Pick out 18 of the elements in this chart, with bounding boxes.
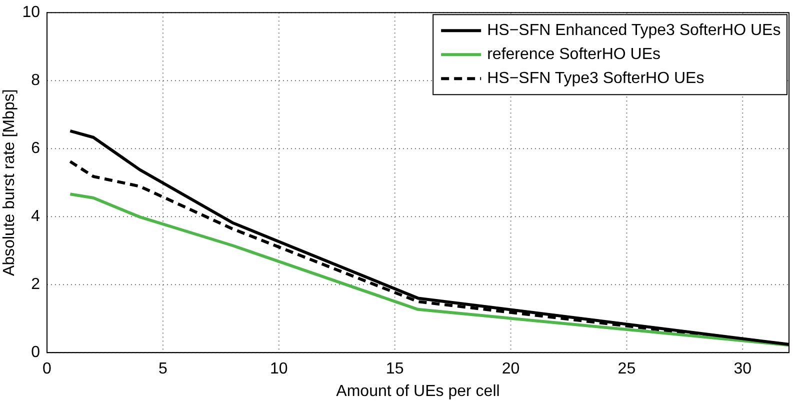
x-tick-label: 25 [618, 360, 636, 378]
x-tick-label: 0 [42, 360, 52, 378]
x-tick-label: 20 [502, 360, 520, 378]
legend-label: HS−SFN Enhanced Type3 SofterHO UEs [487, 22, 781, 40]
y-tick-label: 8 [31, 72, 40, 90]
y-axis-title: Absolute burst rate [Mbps] [1, 89, 18, 276]
x-tick-label: 30 [734, 360, 752, 378]
legend-label: HS−SFN Type3 SofterHO UEs [487, 70, 704, 88]
y-tick-label: 0 [31, 344, 40, 362]
x-tick-label: 10 [270, 360, 288, 378]
x-tick-label: 15 [386, 360, 404, 378]
y-tick-label: 2 [31, 276, 40, 294]
x-tick-label: 5 [158, 360, 168, 378]
y-tick-label: 6 [31, 140, 40, 158]
y-tick-label: 4 [31, 208, 40, 226]
y-tick-label: 10 [22, 4, 40, 22]
x-axis-title: Amount of UEs per cell [336, 382, 500, 400]
legend-label: reference SofterHO UEs [487, 46, 660, 64]
